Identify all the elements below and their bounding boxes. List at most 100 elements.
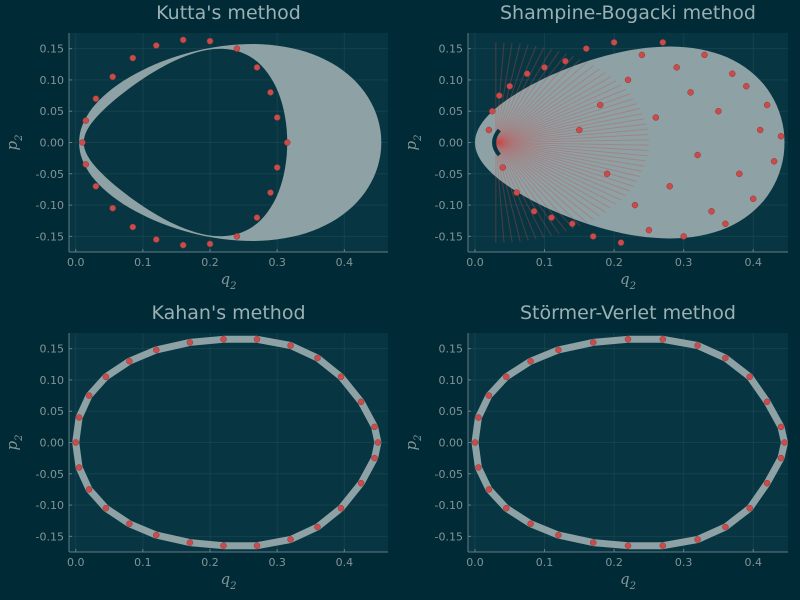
- data-point: [763, 479, 771, 487]
- data-point: [314, 354, 321, 362]
- y-tick-label: -0.15: [435, 230, 463, 243]
- x-axis-label-subscript: 2: [629, 581, 636, 592]
- data-point: [610, 39, 618, 46]
- data-point: [253, 542, 261, 549]
- y-tick-label: 0.10: [439, 74, 464, 87]
- data-point: [743, 82, 750, 90]
- data-point: [206, 37, 214, 45]
- data-point: [92, 95, 100, 102]
- data-point: [186, 339, 194, 346]
- data-point: [746, 504, 753, 512]
- fan-line: [495, 142, 630, 192]
- data-point: [273, 114, 281, 121]
- fan-line: [495, 68, 600, 143]
- data-point: [701, 51, 708, 59]
- data-point: [499, 164, 507, 171]
- data-point: [555, 531, 562, 539]
- x-tick-label: 0.3: [268, 256, 286, 269]
- data-point: [763, 101, 771, 109]
- data-point: [72, 439, 79, 446]
- fan-line: [495, 142, 574, 230]
- data-point: [475, 414, 482, 421]
- data-point: [75, 464, 83, 471]
- data-point: [129, 223, 137, 231]
- data-point: [471, 439, 479, 446]
- data-point: [253, 64, 261, 71]
- x-axis-label: q2: [221, 570, 237, 592]
- fan-line: [495, 53, 567, 143]
- data-point: [92, 183, 100, 190]
- x-tick-label: 0.1: [134, 556, 152, 569]
- data-point: [220, 542, 227, 549]
- x-tick-label: 0.1: [536, 556, 554, 569]
- y-tick-label: -0.10: [36, 499, 64, 512]
- x-tick-label: 0.0: [67, 256, 85, 269]
- data-point: [284, 139, 291, 146]
- x-axis-label-subscript: 2: [229, 581, 236, 592]
- data-point: [75, 414, 83, 421]
- y-tick-label: -0.10: [435, 499, 463, 512]
- y-tick-label: 0.05: [40, 405, 65, 418]
- fan-line: [495, 84, 622, 143]
- data-point: [337, 504, 345, 512]
- data-point: [253, 336, 261, 343]
- fan-line: [495, 142, 567, 232]
- data-point: [253, 214, 261, 221]
- data-point: [513, 189, 520, 196]
- y-axis-label-subscript: 2: [14, 135, 25, 142]
- x-tick-label: 0.4: [336, 556, 354, 569]
- data-point: [506, 82, 513, 90]
- data-point: [777, 454, 785, 462]
- x-tick-label: 0.2: [605, 556, 623, 569]
- subplot-title: Kutta's method: [156, 2, 301, 24]
- data-point: [357, 398, 365, 406]
- data-point: [153, 346, 160, 354]
- data-point: [102, 504, 110, 512]
- x-axis-label: q2: [620, 570, 636, 592]
- fan-line: [495, 142, 612, 209]
- data-point: [337, 373, 345, 381]
- fan-line: [495, 103, 637, 143]
- y-tick-label: -0.05: [435, 468, 463, 481]
- focus-arc: [492, 128, 501, 157]
- y-axis-label: p2: [402, 435, 424, 451]
- data-point: [85, 486, 93, 493]
- fan-line: [495, 142, 588, 224]
- fan-line: [495, 142, 606, 213]
- fan-line: [495, 93, 630, 143]
- y-tick-label: -0.15: [36, 530, 64, 543]
- data-point: [273, 164, 281, 171]
- fan-line: [495, 113, 643, 143]
- y-tick-label: -0.10: [435, 199, 463, 212]
- y-tick-label: -0.05: [36, 468, 64, 481]
- data-point: [541, 64, 548, 71]
- x-tick-label: 0.4: [744, 256, 762, 269]
- fan-line: [495, 142, 594, 220]
- data-point: [527, 357, 534, 365]
- data-point: [777, 132, 785, 140]
- data-point: [126, 357, 133, 365]
- subplot-title: Störmer-Verlet method: [520, 302, 736, 324]
- x-tick-label: 0.2: [201, 256, 219, 269]
- data-point: [523, 70, 531, 77]
- data-point: [680, 233, 687, 240]
- data-point: [233, 45, 241, 52]
- y-axis-label: p2: [402, 135, 424, 151]
- fan-line: [495, 51, 560, 143]
- data-point: [777, 423, 785, 431]
- data-point: [153, 42, 160, 49]
- fan-line: [495, 142, 521, 242]
- data-point: [722, 523, 729, 531]
- data-point: [287, 342, 294, 349]
- y-tick-label: 0.15: [40, 343, 65, 356]
- data-point: [631, 201, 639, 209]
- data-point: [485, 486, 493, 493]
- data-point: [583, 45, 590, 52]
- data-point: [729, 70, 736, 77]
- y-tick-label: 0.15: [439, 343, 464, 356]
- data-point: [527, 520, 534, 528]
- fan-line: [495, 61, 588, 143]
- y-tick-label: -0.10: [36, 199, 64, 212]
- y-tick-label: -0.15: [435, 530, 463, 543]
- y-tick-label: 0.15: [40, 43, 65, 56]
